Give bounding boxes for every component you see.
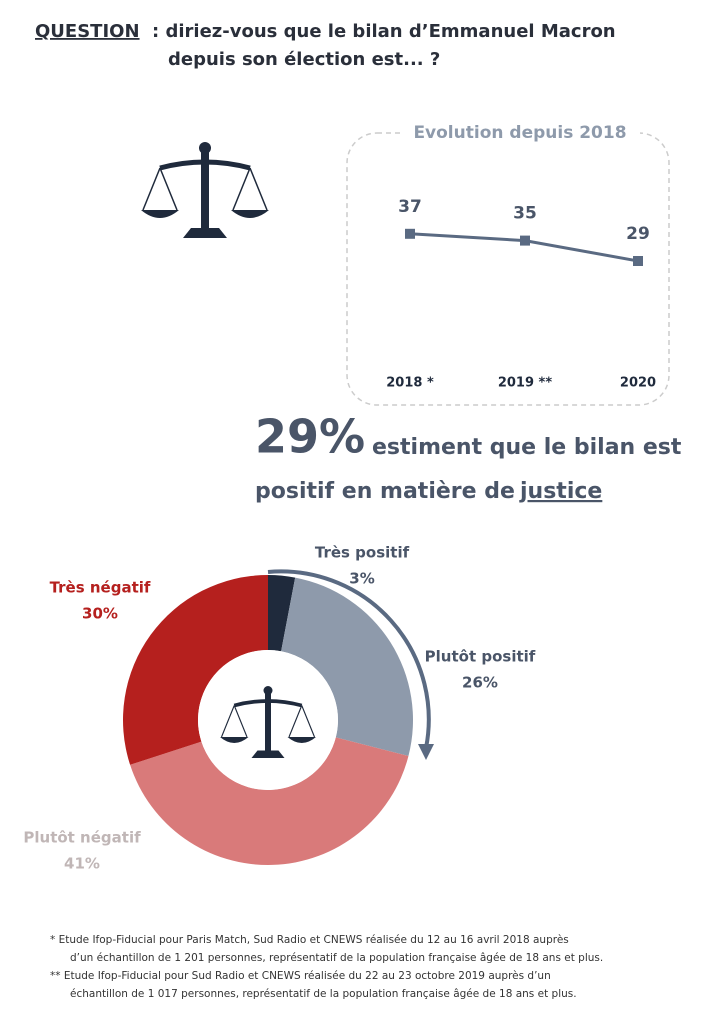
- line-chart-frame: [346, 132, 670, 406]
- arrow-head: [418, 744, 434, 760]
- footnote: échantillon de 1 017 personnes, représen…: [70, 988, 577, 1000]
- donut-slice: [281, 577, 414, 757]
- footnote: * Etude Ifop-Fiducial pour Paris Match, …: [50, 934, 569, 946]
- donut-slice: [268, 575, 296, 652]
- direction-arrow: [267, 569, 431, 749]
- slice-name: Très négatif: [50, 579, 151, 597]
- x-tick-label: 2019 **: [498, 376, 553, 391]
- slice-value: 26%: [462, 674, 498, 692]
- value-label: 37: [398, 197, 422, 217]
- slice-value: 30%: [82, 605, 118, 623]
- footnote: ** Etude Ifop-Fiducial pour Sud Radio et…: [50, 970, 551, 982]
- headline-keyword: justice: [519, 479, 602, 504]
- slice-name: Plutôt négatif: [23, 829, 141, 847]
- headline-text: positif en matière de: [255, 479, 515, 504]
- scale-icon: [141, 142, 269, 238]
- x-tick-label: 2018 *: [386, 376, 434, 391]
- slice-value: 41%: [64, 855, 100, 873]
- headline-text: estiment que le bilan est: [372, 435, 682, 460]
- question-line: : diriez-vous que le bilan d’Emmanuel Ma…: [152, 21, 616, 42]
- line-chart-title: Evolution depuis 2018: [413, 123, 626, 143]
- footnote: d’un échantillon de 1 201 personnes, rep…: [70, 952, 603, 964]
- question-label: QUESTION: [35, 21, 140, 42]
- donut-chart: [122, 575, 414, 865]
- slice-name: Très positif: [315, 544, 410, 562]
- donut-slice: [130, 737, 409, 865]
- point: [520, 235, 530, 246]
- value-label: 29: [626, 224, 650, 244]
- headline-figure: 29%: [255, 410, 365, 464]
- value-label: 35: [513, 204, 537, 224]
- point: [405, 228, 415, 239]
- title-backdrop: [400, 120, 640, 146]
- point: [633, 256, 643, 266]
- slice-value: 3%: [349, 570, 374, 588]
- x-tick-label: 2020: [620, 376, 656, 391]
- donut-slice: [122, 575, 268, 765]
- question-line: depuis son élection est... ?: [168, 49, 440, 70]
- slice-name: Plutôt positif: [425, 648, 536, 666]
